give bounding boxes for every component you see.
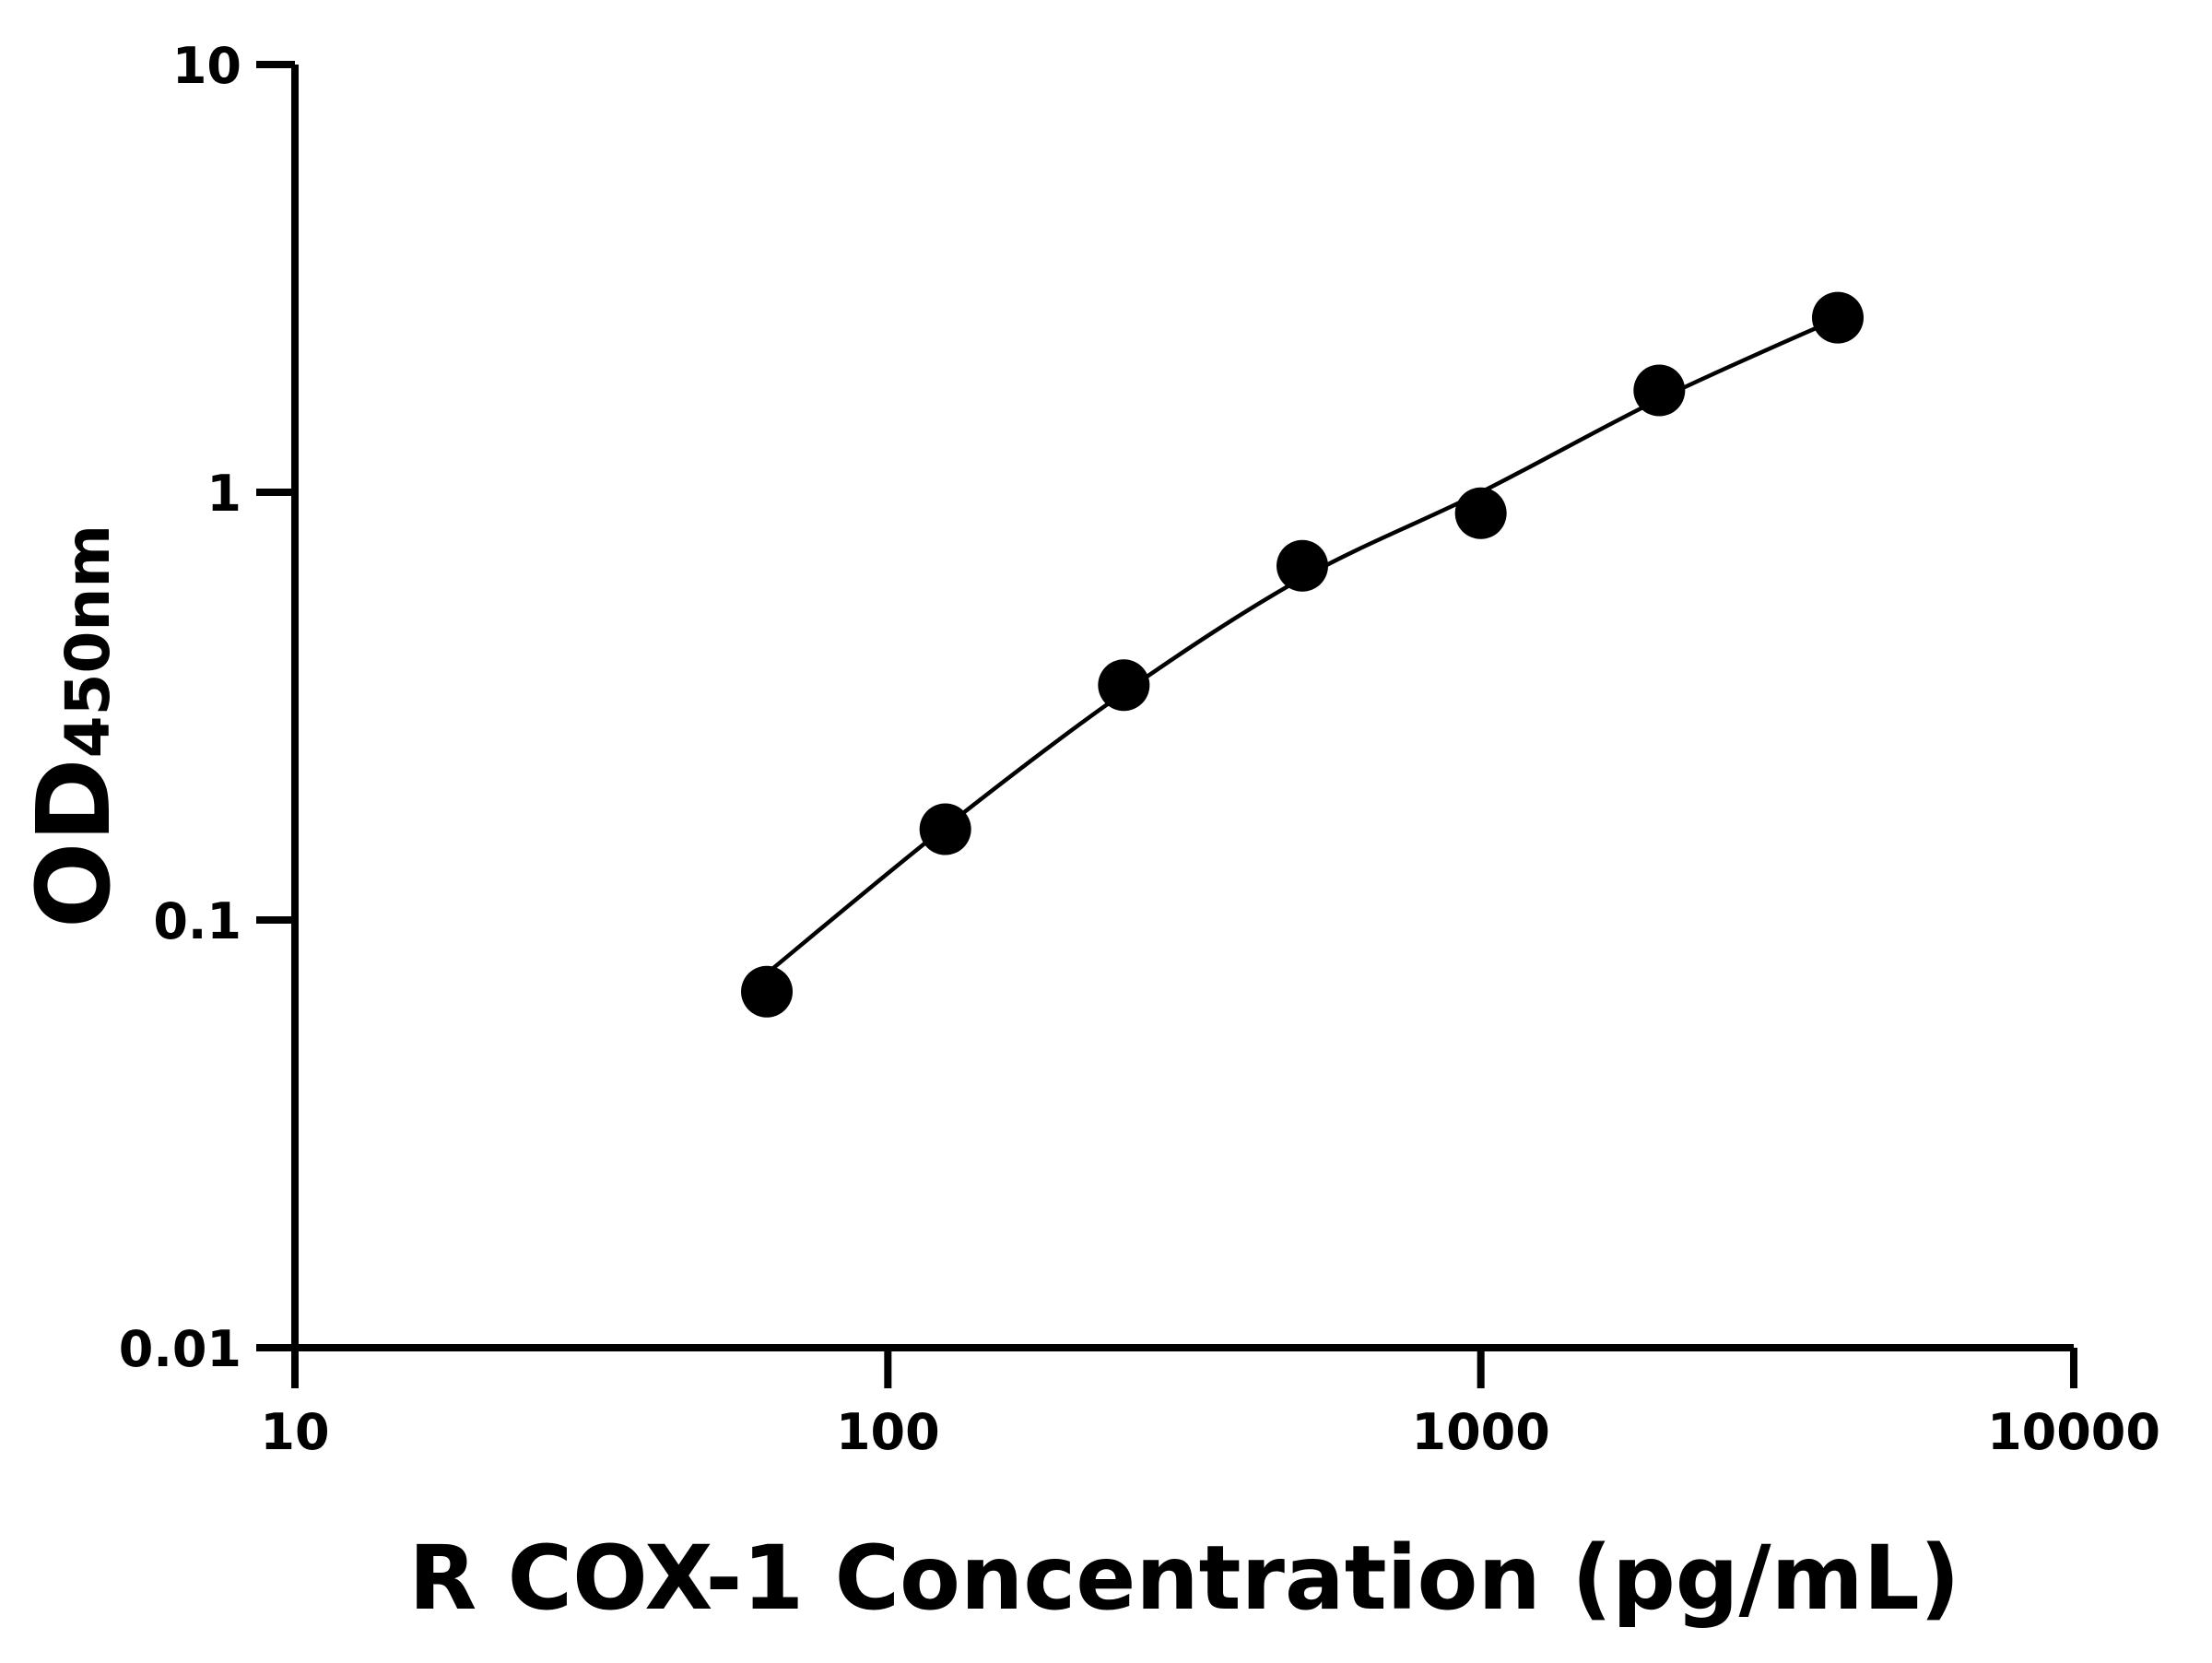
data-point-4 — [1454, 487, 1507, 539]
x-tick-label-2: 1000 — [1412, 1403, 1550, 1461]
y-tick-label-0: 0.01 — [119, 1320, 241, 1378]
x-tick-label-3: 10000 — [1987, 1403, 2160, 1461]
y-axis-title-main: OD — [15, 758, 133, 928]
tick-marks — [256, 61, 2077, 1388]
y-tick-label-3: 10 — [172, 37, 241, 95]
data-point-5 — [1633, 364, 1686, 417]
fit-curve — [765, 316, 1839, 975]
data-point-2 — [1098, 659, 1150, 712]
y-axis-title-subscript: 450nm — [53, 525, 124, 759]
x-tick-label-1: 100 — [836, 1403, 940, 1461]
axes — [291, 65, 2074, 1351]
data-point-1 — [919, 803, 971, 855]
x-tick-label-0: 10 — [260, 1403, 329, 1461]
y-axis-title: OD450nm — [15, 525, 133, 928]
y-tick-label-2: 1 — [206, 465, 241, 523]
x-axis-title: R COX-1 Concentration (pg/mL) — [408, 1527, 1959, 1630]
tick-labels: 10 100 1000 10000 0.01 0.1 1 10 — [119, 37, 2160, 1461]
fit-curve-group — [765, 316, 1839, 975]
data-point-6 — [1811, 291, 1864, 344]
data-point-0 — [741, 965, 794, 1018]
data-points — [741, 291, 1864, 1018]
data-point-3 — [1277, 539, 1329, 592]
y-tick-label-1: 0.1 — [153, 892, 241, 950]
